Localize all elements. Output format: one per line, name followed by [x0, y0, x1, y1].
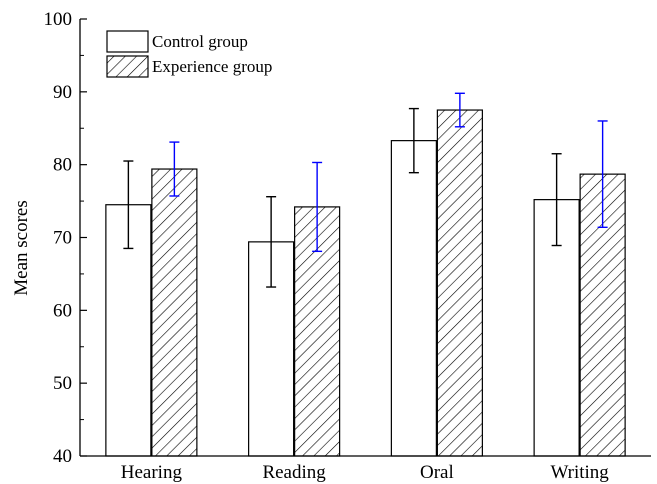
bar-experience-oral	[436, 109, 483, 457]
y-tick-label-90: 90	[53, 82, 72, 103]
error-bar-experience-hearing	[169, 141, 180, 197]
error-bar-experience-oral	[454, 92, 465, 128]
legend: Control group Experience group	[106, 30, 272, 78]
axes-layer: Hearing Reading Oral Writing 40 50 60 70 80 90 100	[44, 9, 651, 483]
y-tick-label-40: 40	[53, 446, 72, 467]
y-axis-label: Mean scores	[11, 200, 32, 296]
error-bar-control-writing	[551, 153, 562, 247]
legend-label-experience: Experience group	[152, 57, 272, 76]
x-tick-label-writing: Writing	[550, 462, 609, 483]
x-tick-label-hearing: Hearing	[121, 462, 183, 483]
error-bar-experience-reading	[312, 161, 323, 253]
error-bars-layer	[123, 92, 608, 288]
legend-swatch-control	[106, 30, 149, 53]
y-tick-label-50: 50	[53, 373, 72, 394]
bars-layer	[105, 109, 626, 457]
error-bar-control-hearing	[123, 160, 134, 250]
error-bar-control-oral	[408, 107, 419, 174]
y-tick-label-60: 60	[53, 300, 72, 321]
legend-swatch-experience	[106, 55, 149, 78]
x-tick-label-oral: Oral	[420, 462, 454, 483]
error-bar-control-reading	[266, 196, 277, 288]
bar-experience-hearing	[151, 168, 198, 457]
y-tick-label-100: 100	[44, 9, 73, 30]
y-tick-label-80: 80	[53, 155, 72, 176]
bar-control-oral	[390, 140, 437, 457]
error-bar-experience-writing	[597, 120, 608, 229]
legend-label-control: Control group	[152, 32, 248, 51]
x-tick-label-reading: Reading	[262, 462, 326, 483]
y-tick-label-70: 70	[53, 228, 72, 249]
